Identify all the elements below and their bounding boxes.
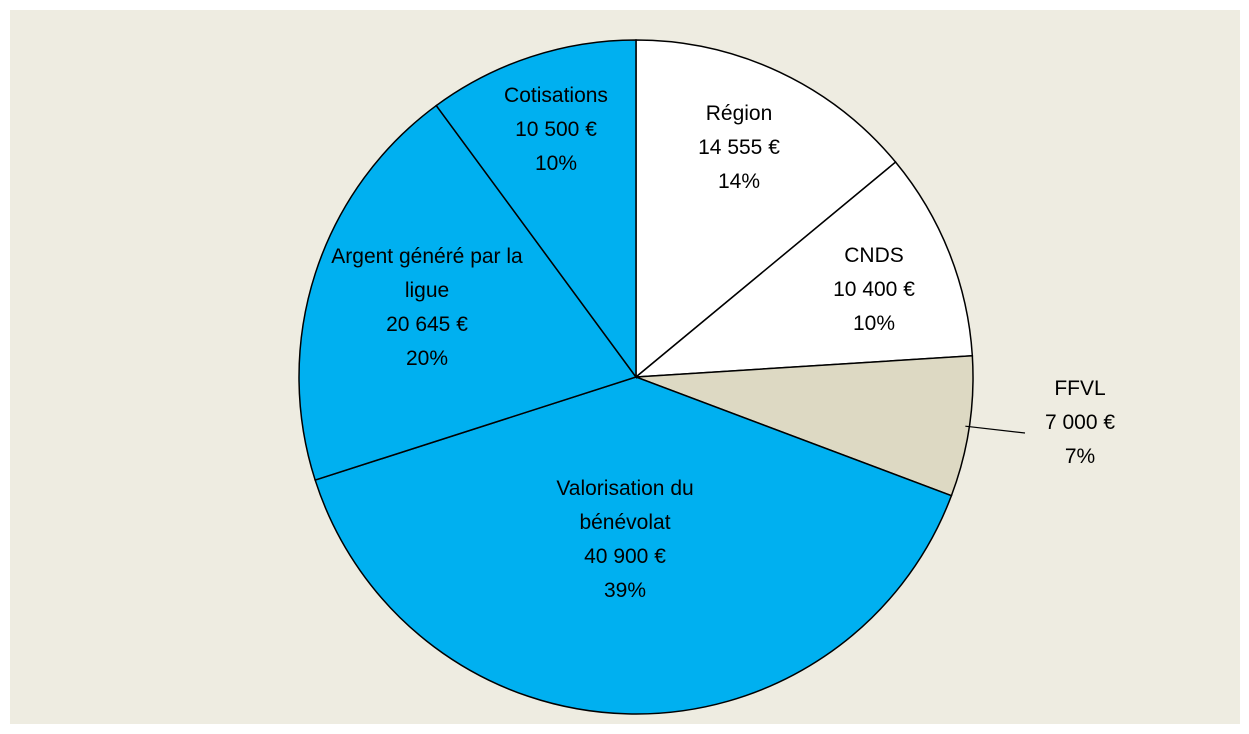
pie-slice bbox=[298, 104, 638, 482]
percent-label: 14% bbox=[717, 170, 761, 193]
pie-slice bbox=[314, 376, 953, 715]
percent-label: 10% bbox=[852, 312, 896, 335]
value-label: 10 500 € bbox=[515, 118, 597, 141]
data-label: Région 14 555 € 14% bbox=[654, 97, 824, 199]
slice-name: FFVL bbox=[1054, 377, 1106, 400]
data-label: FFVL 7 000 € 7% bbox=[1020, 372, 1140, 474]
pie-slice bbox=[633, 161, 974, 378]
percent-label: 7% bbox=[1064, 445, 1096, 468]
percent-label: 10% bbox=[534, 152, 578, 175]
data-label: CNDS 10 400 € 10% bbox=[789, 239, 959, 341]
data-label: Argent généré par la ligue 20 645 € 20% bbox=[327, 240, 527, 376]
slice-name: Cotisations bbox=[504, 84, 608, 107]
percent-label: 20% bbox=[405, 347, 449, 370]
percent-label: 39% bbox=[603, 579, 647, 602]
data-label: Cotisations 10 500 € 10% bbox=[476, 79, 636, 181]
data-label: Valorisation du bénévolat 40 900 € 39% bbox=[520, 472, 730, 608]
slice-name: Valorisation du bénévolat bbox=[556, 477, 694, 534]
pie-slice bbox=[435, 39, 637, 380]
value-label: 7 000 € bbox=[1044, 411, 1116, 434]
slice-name: Région bbox=[705, 102, 773, 125]
pie-slice bbox=[635, 39, 897, 379]
value-label: 20 645 € bbox=[386, 313, 468, 336]
value-label: 10 400 € bbox=[833, 278, 915, 301]
leader-line bbox=[965, 425, 1026, 434]
slice-name: Argent généré par la ligue bbox=[331, 245, 523, 302]
value-label: 40 900 € bbox=[584, 545, 666, 568]
value-label: 14 555 € bbox=[698, 136, 780, 159]
slice-name: CNDS bbox=[844, 244, 904, 267]
